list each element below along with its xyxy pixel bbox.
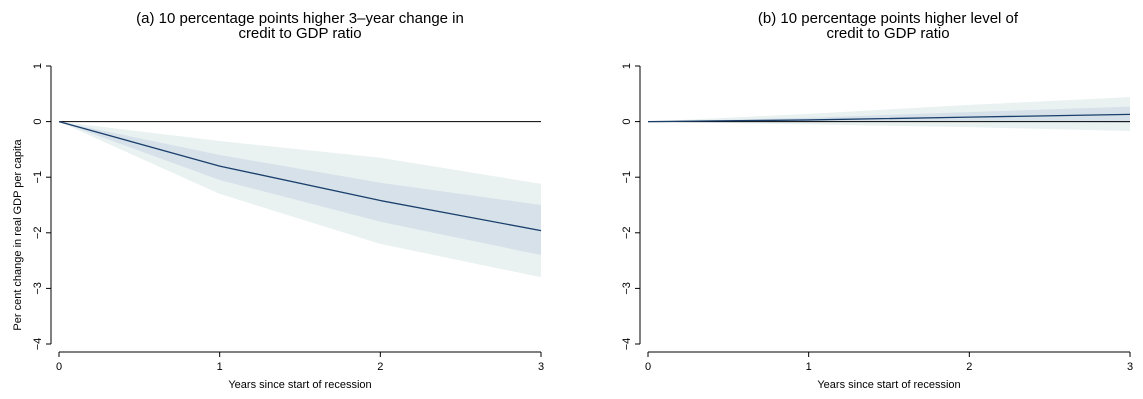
confidence-band-outer <box>648 97 1130 132</box>
y-tick-label: −2 <box>621 227 633 240</box>
y-axis-label: Per cent change in real GDP per capita <box>12 139 24 331</box>
x-tick-label: 1 <box>217 361 223 373</box>
chart-title-line: credit to GDP ratio <box>238 25 361 42</box>
chart-title-line: (b) 10 percentage points higher level of <box>758 10 1019 27</box>
y-tick-label: −4 <box>32 338 44 351</box>
x-tick-label: 2 <box>377 361 383 373</box>
chart-title-line: credit to GDP ratio <box>826 25 949 42</box>
x-tick-label: 3 <box>538 361 544 373</box>
y-tick-label: −1 <box>621 171 633 184</box>
chart-panel-a: (a) 10 percentage points higher 3–year c… <box>12 10 544 391</box>
y-tick-label: −2 <box>32 227 44 240</box>
y-tick-label: 0 <box>32 119 44 125</box>
chart-title-line: (a) 10 percentage points higher 3–year c… <box>136 10 464 27</box>
y-tick-label: −3 <box>32 282 44 295</box>
estimate-line <box>647 113 1131 123</box>
chart-panel-b: (b) 10 percentage points higher level of… <box>621 10 1133 391</box>
confidence-band-inner <box>648 106 1130 123</box>
x-tick-label: 3 <box>1127 361 1133 373</box>
y-tick-label: −3 <box>621 282 633 295</box>
x-tick-label: 1 <box>806 361 812 373</box>
y-tick-label: −4 <box>621 338 633 351</box>
y-tick-label: 0 <box>621 119 633 125</box>
x-tick-label: 2 <box>966 361 972 373</box>
x-tick-label: 0 <box>645 361 651 373</box>
x-axis-label: Years since start of recession <box>817 379 960 391</box>
x-axis-label: Years since start of recession <box>228 379 371 391</box>
y-tick-label: 1 <box>32 63 44 69</box>
y-tick-label: −1 <box>32 171 44 184</box>
x-tick-label: 0 <box>56 361 62 373</box>
y-tick-label: 1 <box>621 63 633 69</box>
estimate-line <box>58 120 542 232</box>
